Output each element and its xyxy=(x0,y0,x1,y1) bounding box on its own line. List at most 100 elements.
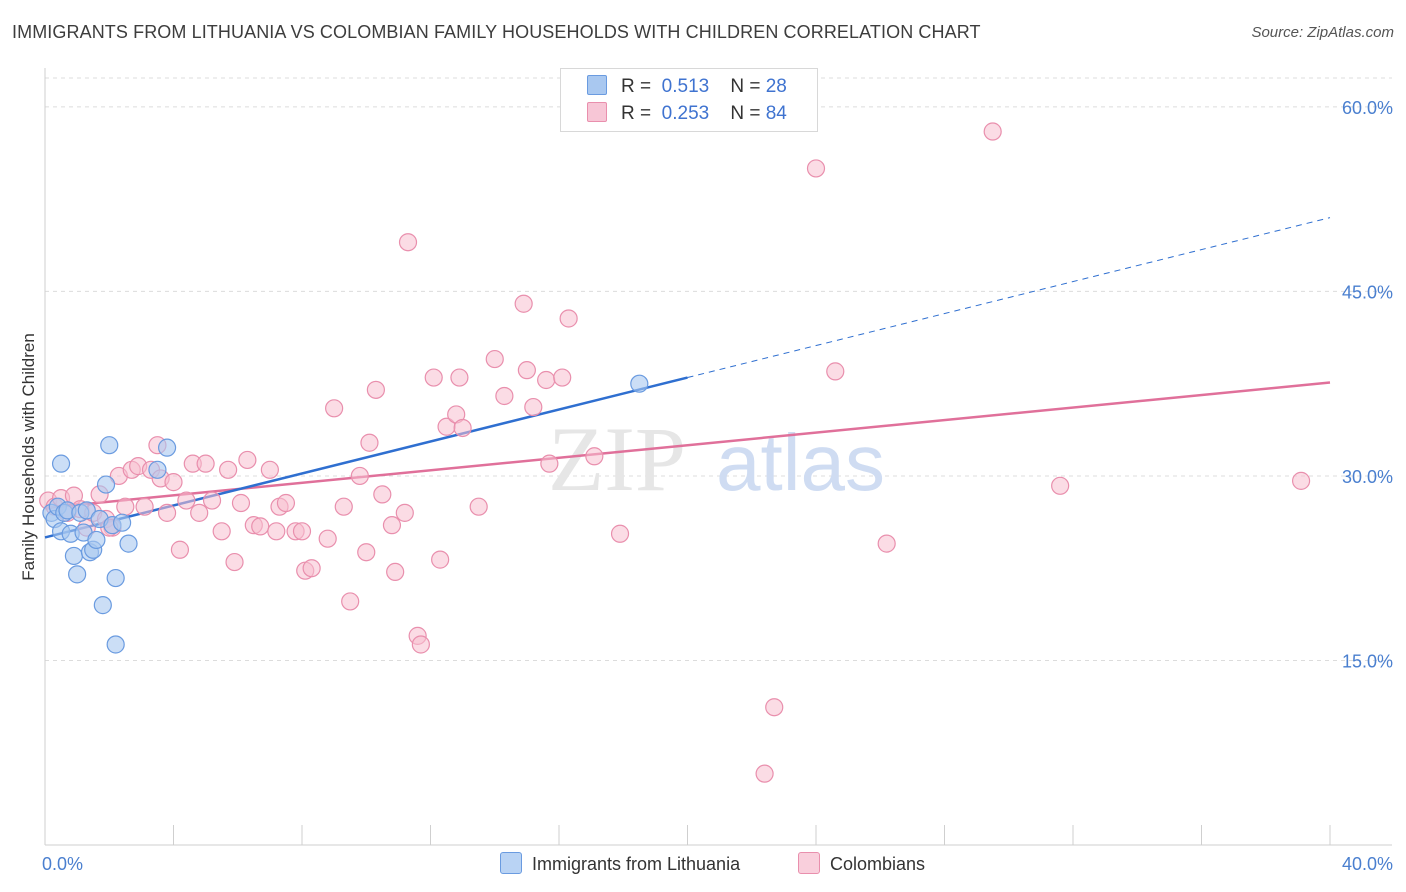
watermark-atlas: atlas xyxy=(716,418,885,507)
legend-n-value: 84 xyxy=(765,103,787,124)
lithuania-point xyxy=(157,438,177,457)
colombians-point xyxy=(350,466,369,486)
colombians-point xyxy=(514,294,533,313)
bottom-legend-label: Colombians xyxy=(830,854,926,874)
colombians-point xyxy=(826,362,845,381)
colombians-point xyxy=(424,368,443,387)
y-axis-title: Family Households with Children xyxy=(19,333,38,581)
legend-swatch-blue xyxy=(587,75,607,95)
colombians-point xyxy=(202,491,222,510)
legend-r-value: 0.513 xyxy=(661,76,710,97)
legend-row-colombians: R = 0.253 N = 84 xyxy=(587,102,787,125)
colombians-point xyxy=(765,698,784,717)
chart-title: IMMIGRANTS FROM LITHUANIA VS COLOMBIAN F… xyxy=(12,22,981,42)
watermark-zip: ZIP xyxy=(548,408,686,510)
colombians-point xyxy=(431,550,450,569)
colombians-point xyxy=(219,460,238,479)
lithuania-point xyxy=(630,374,649,393)
colombians-point xyxy=(983,122,1002,141)
colombians-point xyxy=(190,503,209,522)
colombians-point xyxy=(212,522,231,541)
colombians-point xyxy=(398,233,418,252)
colombians-point xyxy=(485,349,504,369)
bottom-legend-label: Immigrants from Lithuania xyxy=(532,854,741,874)
lithuania-point xyxy=(119,534,138,553)
legend-r-label: R = xyxy=(621,76,652,97)
axes xyxy=(44,68,1392,846)
colombians-point xyxy=(302,559,321,578)
colombians-point xyxy=(559,309,578,328)
lithuania-point xyxy=(93,596,112,615)
legend-swatch-pink xyxy=(587,102,607,122)
colombians-point xyxy=(366,380,385,399)
tick-labels: 15.0% 30.0% 45.0% 60.0% 0.0% 40.0% xyxy=(42,98,1393,874)
lithuania-point xyxy=(87,530,106,550)
source-label: Source: ZipAtlas.com xyxy=(1251,24,1394,41)
lithuania-point xyxy=(106,568,125,588)
colombians-point xyxy=(806,159,826,178)
colombians-trend-line xyxy=(44,381,1331,510)
legend-n-label: N = xyxy=(730,103,761,124)
colombians-point xyxy=(164,473,183,492)
colombians-point xyxy=(540,454,559,473)
colombians-point xyxy=(238,450,257,470)
colombians-point xyxy=(157,503,177,522)
lithuania-point xyxy=(96,475,116,494)
x-tick-label: 0.0% xyxy=(42,854,83,874)
colombians-point xyxy=(360,433,379,452)
colombians-point xyxy=(135,497,154,516)
lithuania-point xyxy=(112,513,132,532)
colombians-point xyxy=(585,447,604,466)
colombians-point xyxy=(231,493,251,513)
colombians-point xyxy=(610,524,630,543)
lithuania-point xyxy=(68,565,87,584)
lithuania-point xyxy=(77,501,96,520)
bottom-swatch-blue xyxy=(500,852,522,874)
lithuania-trend-extension xyxy=(687,217,1331,379)
x-tick-label: 40.0% xyxy=(1342,854,1393,874)
legend-n-value: 28 xyxy=(765,76,787,97)
trend-lines xyxy=(44,217,1331,539)
colombians-points xyxy=(39,122,1311,783)
colombians-point xyxy=(517,361,536,380)
colombians-point xyxy=(116,497,135,516)
colombians-point xyxy=(341,592,360,611)
lithuania-point xyxy=(51,454,71,473)
colombians-point xyxy=(267,522,286,541)
legend-r-value: 0.253 xyxy=(661,103,710,124)
colombians-point xyxy=(469,497,488,516)
colombians-point xyxy=(1051,476,1070,495)
bottom-swatch-pink xyxy=(798,852,820,874)
y-tick-label: 30.0% xyxy=(1342,467,1393,487)
colombians-point xyxy=(170,540,190,559)
colombians-point xyxy=(395,503,414,522)
colombians-point xyxy=(357,543,376,562)
colombians-point xyxy=(755,764,774,783)
grid-lines xyxy=(45,77,1392,661)
colombians-point xyxy=(196,454,215,473)
y-tick-label: 60.0% xyxy=(1342,98,1393,118)
legend-r-label: R = xyxy=(621,103,652,124)
colombians-point xyxy=(225,552,244,572)
colombians-point xyxy=(251,517,270,536)
stats-legend: R = 0.513 N = 28 R = 0.253 N = 84 xyxy=(560,68,818,132)
colombians-point xyxy=(177,491,196,510)
bottom-legend-lithuania: Immigrants from Lithuania xyxy=(500,852,740,875)
y-tick-label: 45.0% xyxy=(1342,282,1393,302)
y-tick-label: 15.0% xyxy=(1342,651,1393,671)
colombians-point xyxy=(537,370,556,390)
colombians-point xyxy=(382,516,402,535)
colombians-point xyxy=(386,562,405,582)
lithuania-points xyxy=(42,374,649,654)
lithuania-point xyxy=(106,635,125,654)
colombians-point xyxy=(325,399,344,418)
colombians-point xyxy=(524,397,543,417)
legend-row-lithuania: R = 0.513 N = 28 xyxy=(587,75,787,98)
colombians-point xyxy=(292,522,312,541)
lithuania-point xyxy=(64,546,84,566)
colombians-point xyxy=(1291,471,1311,490)
colombians-point xyxy=(453,418,472,438)
bottom-legend-colombians: Colombians xyxy=(798,852,925,875)
colombians-point xyxy=(260,460,279,479)
